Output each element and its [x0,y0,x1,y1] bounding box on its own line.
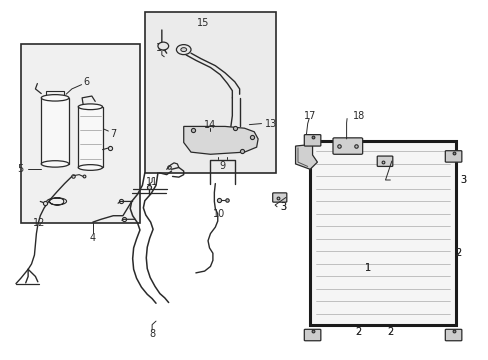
Text: 11: 11 [146,177,158,187]
Text: 1: 1 [365,262,371,273]
FancyBboxPatch shape [304,329,320,341]
Bar [144,12,276,173]
Text: 2: 2 [454,248,461,258]
FancyBboxPatch shape [445,329,461,341]
Ellipse shape [78,165,102,170]
Text: 1: 1 [365,262,371,273]
Bar [21,44,140,223]
Bar [78,107,102,167]
Polygon shape [295,144,317,169]
Text: 2: 2 [355,327,361,337]
Text: 10: 10 [213,209,225,219]
Text: 9: 9 [219,161,225,171]
FancyBboxPatch shape [445,151,461,162]
Text: 17: 17 [304,111,316,121]
FancyBboxPatch shape [332,138,362,154]
Ellipse shape [41,95,69,101]
Text: 5: 5 [17,164,23,174]
Text: 4: 4 [90,233,96,243]
Text: 8: 8 [149,329,155,339]
Ellipse shape [158,42,168,50]
Text: 6: 6 [83,77,89,87]
Text: 2: 2 [454,248,461,258]
Text: 2: 2 [386,327,393,337]
Text: 12: 12 [33,218,45,228]
Text: 2: 2 [355,327,361,337]
Bar [46,91,64,98]
Bar [41,98,69,164]
Text: 15: 15 [197,18,209,28]
Polygon shape [183,126,258,154]
Ellipse shape [41,161,69,167]
Text: 3: 3 [459,175,466,185]
Text: 13: 13 [264,118,277,129]
Bar [309,141,455,325]
Text: 14: 14 [204,120,216,130]
FancyBboxPatch shape [304,135,320,146]
Text: 3: 3 [459,175,466,185]
Text: 3: 3 [280,202,286,212]
Text: 18: 18 [352,111,364,121]
Ellipse shape [176,45,191,55]
FancyBboxPatch shape [376,156,392,166]
Text: 7: 7 [110,129,116,139]
Text: 2: 2 [386,327,393,337]
Text: 16: 16 [155,43,167,53]
Ellipse shape [78,104,102,110]
FancyBboxPatch shape [272,193,286,202]
Text: 3: 3 [280,202,286,212]
Ellipse shape [181,48,186,51]
